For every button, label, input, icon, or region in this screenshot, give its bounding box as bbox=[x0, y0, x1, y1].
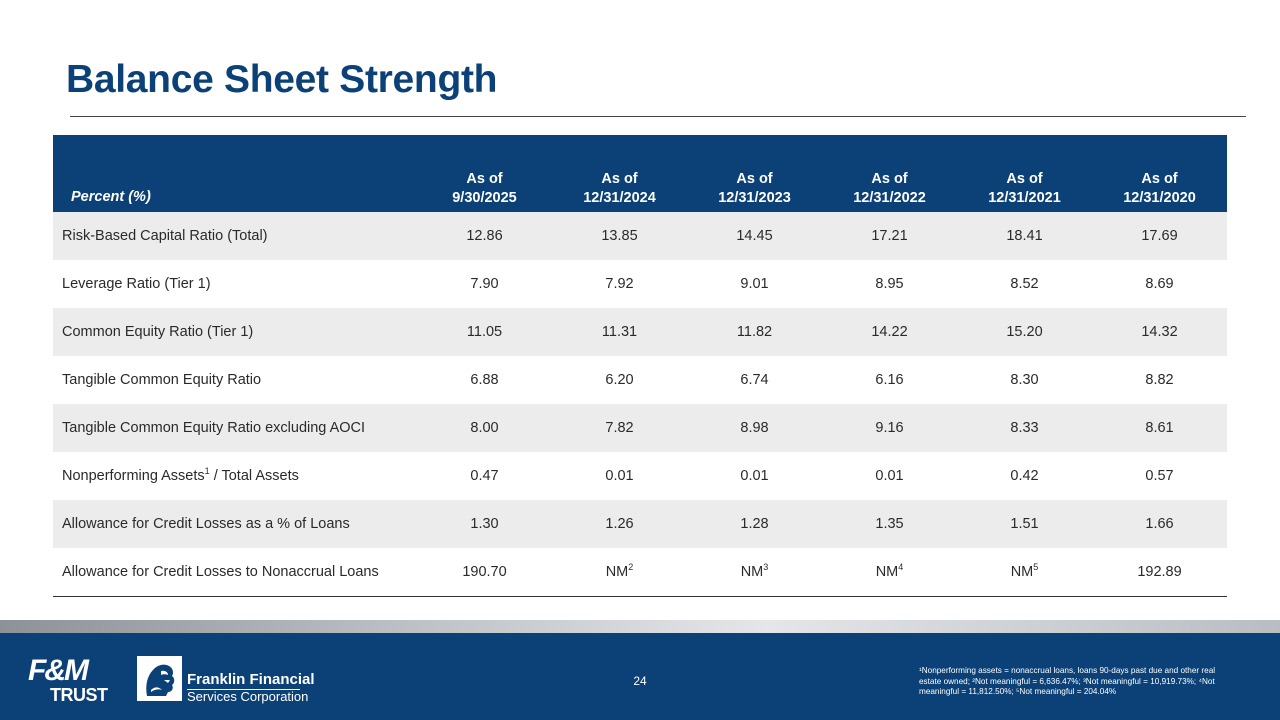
page-number: 24 bbox=[633, 674, 647, 688]
table-cell: 9.01 bbox=[740, 276, 769, 292]
row-label: Tangible Common Equity Ratio bbox=[62, 372, 262, 388]
column-header: As of 12/31/2021 bbox=[988, 171, 1061, 206]
table-cell: 8.61 bbox=[1145, 420, 1174, 436]
table-cell: 8.00 bbox=[470, 420, 499, 436]
column-header: As of 9/30/2025 bbox=[452, 171, 517, 206]
company-name-divider bbox=[187, 689, 300, 690]
table-cell: NM5 bbox=[1010, 561, 1039, 580]
table-cell: 7.82 bbox=[605, 420, 634, 436]
table-row: Allowance for Credit Losses to Nonaccrua… bbox=[53, 548, 1227, 596]
column-header: As of 12/31/2023 bbox=[718, 171, 791, 206]
table-cell: 1.26 bbox=[605, 516, 634, 532]
table-cell: 1.51 bbox=[1010, 516, 1039, 532]
row-label: Nonperforming Assets1 / Total Assets bbox=[62, 466, 299, 484]
table-cell: 1.28 bbox=[740, 516, 769, 532]
row-label: Leverage Ratio (Tier 1) bbox=[62, 276, 211, 292]
row-label: Risk-Based Capital Ratio (Total) bbox=[62, 228, 268, 244]
footer-gray-strip bbox=[0, 620, 1280, 633]
company-name-line2: Services Corporation bbox=[187, 689, 309, 704]
table-cell: 14.32 bbox=[1141, 324, 1178, 340]
table-cell: 1.30 bbox=[470, 516, 499, 532]
fm-trust-logo: F&M TRUST bbox=[28, 654, 110, 705]
table-header-row: Percent (%) As of 9/30/2025 As of 12/31/20… bbox=[53, 135, 1227, 212]
footnotes: ¹Nonperforming assets = nonaccrual loans… bbox=[919, 666, 1216, 696]
table-cell: 0.01 bbox=[740, 468, 769, 484]
table-cell: 1.66 bbox=[1145, 516, 1174, 532]
table-cell: 8.95 bbox=[875, 276, 904, 292]
table-cell: 9.16 bbox=[875, 420, 904, 436]
table-cell: 0.01 bbox=[875, 468, 904, 484]
footer-band bbox=[0, 620, 1280, 720]
table-row: Tangible Common Equity Ratio excluding A… bbox=[53, 404, 1227, 452]
table-cell: 17.21 bbox=[871, 228, 908, 244]
column-header: As of 12/31/2020 bbox=[1123, 171, 1196, 206]
table-row: Leverage Ratio (Tier 1) 7.90 7.92 9.01 8… bbox=[53, 260, 1227, 308]
table-cell: 0.42 bbox=[1010, 468, 1039, 484]
column-header: As of 12/31/2022 bbox=[853, 171, 926, 206]
table-cell: 8.33 bbox=[1010, 420, 1039, 436]
table-cell: 17.69 bbox=[1141, 228, 1178, 244]
table-cell: 8.69 bbox=[1145, 276, 1174, 292]
table-cell: 192.89 bbox=[1137, 563, 1182, 580]
table-cell: 11.82 bbox=[736, 324, 773, 340]
table-cell: 190.70 bbox=[462, 563, 507, 580]
table-cell: 0.57 bbox=[1145, 468, 1174, 484]
table-row: Nonperforming Assets1 / Total Assets 0.4… bbox=[53, 452, 1227, 500]
table-cell: 8.52 bbox=[1010, 276, 1039, 292]
column-header-percent: Percent (%) bbox=[71, 189, 151, 205]
table-cell: 11.05 bbox=[466, 324, 503, 340]
table-cell: NM4 bbox=[875, 561, 904, 580]
row-label: Tangible Common Equity Ratio excluding A… bbox=[62, 420, 366, 436]
title-divider bbox=[70, 116, 1246, 117]
company-name-line1: Franklin Financial bbox=[187, 671, 315, 688]
table-cell: 6.74 bbox=[740, 372, 769, 388]
table-cell: 8.82 bbox=[1145, 372, 1174, 388]
table-row: Allowance for Credit Losses as a % of Lo… bbox=[53, 500, 1227, 548]
table-cell: 12.86 bbox=[466, 228, 503, 244]
balance-sheet-table: Percent (%) As of 9/30/2025 As of 12/31/20… bbox=[53, 135, 1227, 597]
row-label: Allowance for Credit Losses as a % of Lo… bbox=[62, 516, 350, 532]
trust-logo-text: TRUST bbox=[50, 685, 108, 705]
table-cell: 11.31 bbox=[601, 324, 638, 340]
table-cell: NM2 bbox=[605, 561, 634, 580]
table-cell: 18.41 bbox=[1006, 228, 1043, 244]
table-cell: 13.85 bbox=[601, 228, 638, 244]
table-cell: 1.35 bbox=[875, 516, 904, 532]
column-header: As of 12/31/2024 bbox=[583, 171, 656, 206]
table-cell: 6.88 bbox=[470, 372, 499, 388]
table-cell: 15.20 bbox=[1006, 324, 1043, 340]
page-title: Balance Sheet Strength bbox=[66, 58, 498, 101]
table-cell: 0.47 bbox=[470, 468, 499, 484]
table-cell: 7.92 bbox=[605, 276, 634, 292]
fm-logo-text: F&M bbox=[28, 654, 89, 687]
table-row: Risk-Based Capital Ratio (Total) 12.86 1… bbox=[53, 212, 1227, 260]
table-cell: 7.90 bbox=[470, 276, 499, 292]
table-cell: 14.22 bbox=[871, 324, 908, 340]
table-row: Common Equity Ratio (Tier 1) 11.05 11.31… bbox=[53, 308, 1227, 356]
table-cell: 8.30 bbox=[1010, 372, 1039, 388]
table-row: Tangible Common Equity Ratio 6.88 6.20 6… bbox=[53, 356, 1227, 404]
table-cell: NM3 bbox=[740, 561, 769, 580]
table-cell: 0.01 bbox=[605, 468, 634, 484]
franklin-financial-emblem-icon bbox=[137, 656, 182, 701]
table-cell: 8.98 bbox=[740, 420, 769, 436]
row-label: Allowance for Credit Losses to Nonaccrua… bbox=[62, 563, 379, 580]
table-cell: 6.20 bbox=[605, 372, 634, 388]
table-cell: 6.16 bbox=[875, 372, 904, 388]
franklin-financial-name: Franklin Financial Services Corporation bbox=[187, 671, 315, 705]
table-cell: 14.45 bbox=[736, 228, 773, 244]
row-label: Common Equity Ratio (Tier 1) bbox=[62, 324, 254, 340]
